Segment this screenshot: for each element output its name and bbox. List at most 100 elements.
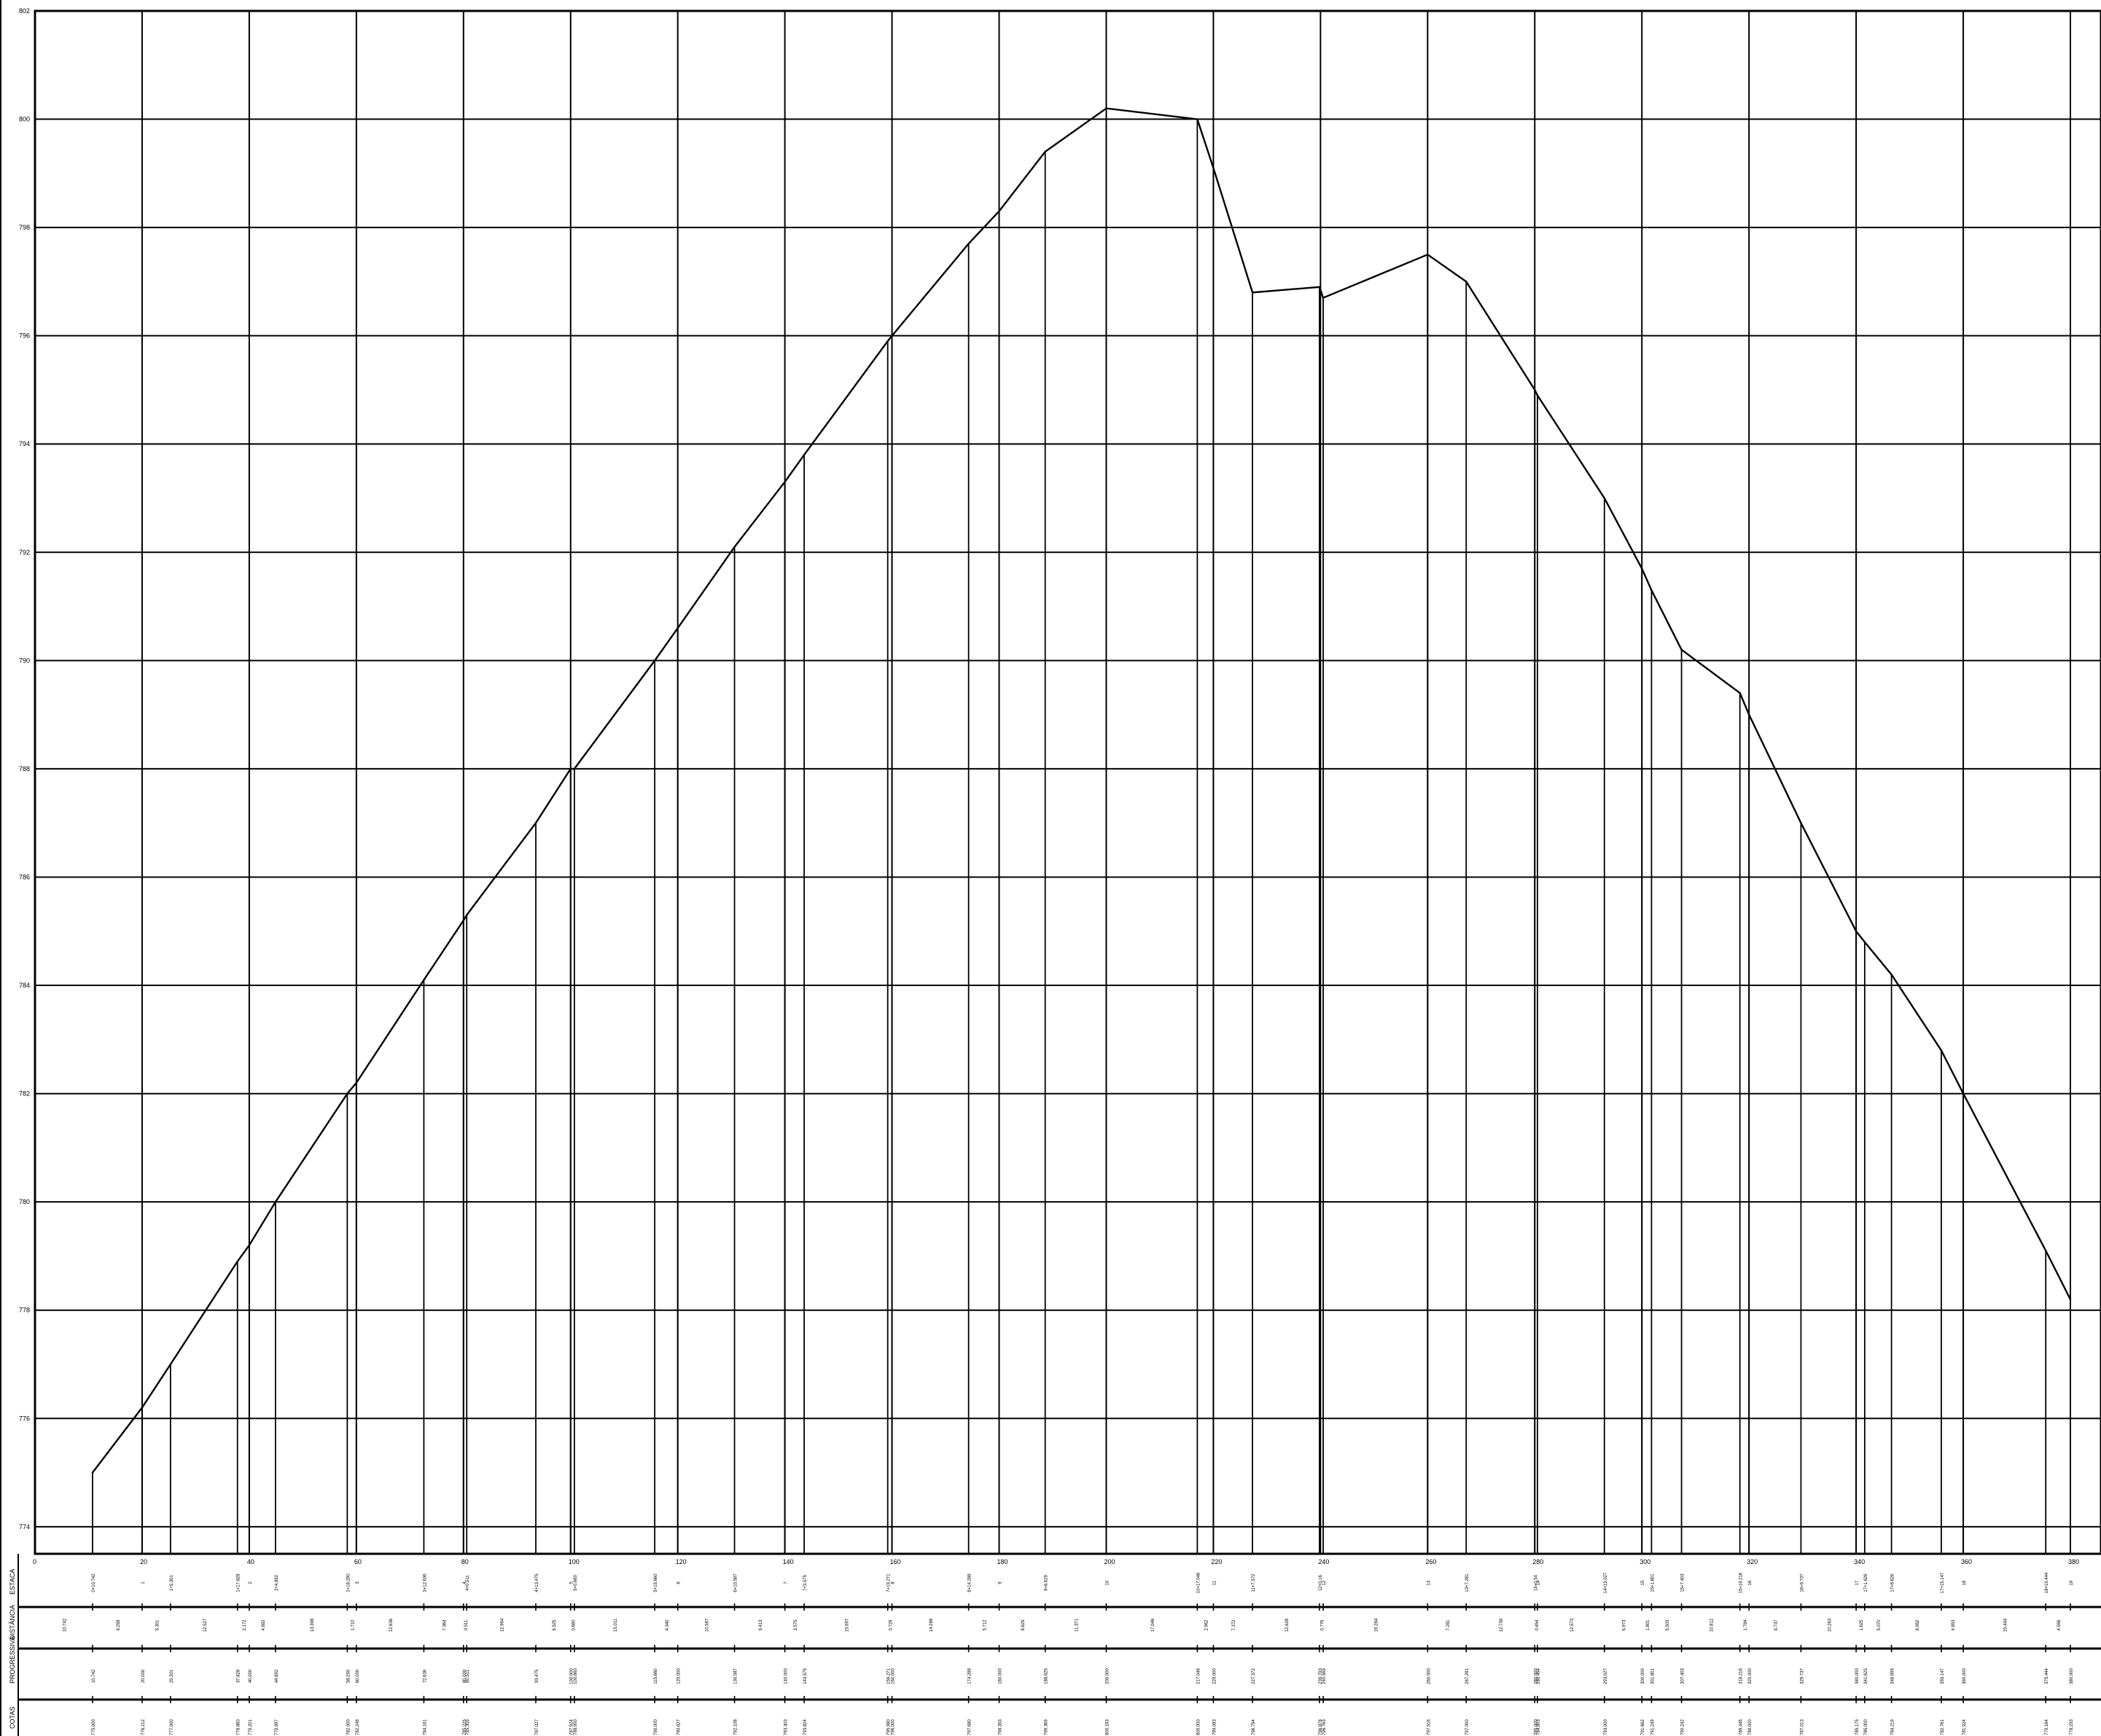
y-tick-label: 802	[19, 7, 30, 15]
distancia-cell: 6.525	[553, 1619, 557, 1631]
estaca-cell: 8+14.288	[968, 1573, 972, 1592]
y-tick-label: 800	[19, 116, 30, 123]
data-point	[653, 660, 656, 662]
cotas-cell: 776.212	[141, 1719, 146, 1735]
estaca-cell: 8	[892, 1581, 896, 1584]
progressiva-cell: 44.892	[275, 1669, 279, 1683]
estaca-cell: 15+1.801	[1650, 1573, 1655, 1592]
estaca-cell: 17+15.147	[1941, 1572, 1945, 1593]
distancia-cell: 15.444	[2004, 1618, 2008, 1632]
x-tick-label: 140	[783, 1558, 794, 1565]
data-point	[2069, 1298, 2072, 1301]
x-tick-label: 60	[354, 1558, 362, 1565]
estaca-cell: 13	[1427, 1580, 1431, 1585]
cotas-cell: 793.000	[1604, 1719, 1608, 1735]
y-tick-label: 786	[19, 873, 30, 880]
data-point	[1105, 107, 1107, 109]
estaca-cell: 11	[1212, 1580, 1217, 1585]
estaca-cell: 0+10.742	[92, 1573, 96, 1592]
x-tick-label: 160	[890, 1558, 901, 1565]
distancia-cell: 0.776	[1321, 1619, 1325, 1631]
distancia-cell: 12.527	[203, 1618, 208, 1632]
series	[91, 107, 2072, 1474]
distancia-cell: 4.340	[666, 1619, 670, 1631]
distancia-cell: 8.629	[1021, 1619, 1026, 1631]
cotas-cell: 791.249	[1650, 1719, 1655, 1735]
cotas-cell: 792.108	[734, 1719, 738, 1735]
estaca-cell: 17+1.626	[1864, 1573, 1868, 1592]
distancia-cell: 0.454	[1535, 1619, 1540, 1631]
cotas-cell: 796.794	[1252, 1719, 1256, 1735]
x-tick-label: 180	[997, 1558, 1008, 1565]
cotas-cell: 787.027	[535, 1719, 539, 1735]
distancia-cell: 6.973	[1623, 1619, 1627, 1631]
grid	[34, 10, 2101, 1554]
cotas-cell: 790.242	[1681, 1719, 1685, 1735]
estaca-cell: 4	[463, 1581, 467, 1584]
data-point	[236, 1260, 238, 1263]
progressiva-cell: 220.000	[1212, 1668, 1217, 1684]
data-point	[1739, 692, 1741, 695]
progressiva-cell: 20.000	[141, 1669, 146, 1683]
cotas-cell: 779.164	[2045, 1719, 2049, 1735]
cotas-cell: 800.163	[1106, 1719, 1110, 1735]
progressiva-cell: 58.290	[346, 1669, 351, 1683]
progressiva-cell: 217.046	[1196, 1668, 1201, 1684]
cotas-cell: 799.083	[1212, 1719, 1217, 1735]
distancia-cell: 9.413	[759, 1619, 763, 1631]
data-point	[462, 919, 464, 922]
data-point	[2045, 1249, 2047, 1252]
data-point	[1536, 394, 1539, 396]
data-point	[998, 210, 1000, 213]
cotas-cell: 782.248	[356, 1719, 360, 1735]
cotas-cell: 796.878	[1319, 1719, 1323, 1735]
progressiva-cell: 320.000	[1748, 1668, 1753, 1684]
estaca-cell: 17+6.626	[1891, 1573, 1895, 1592]
table-row-label: COTAS	[9, 1707, 16, 1729]
cotas-cell: 785.225	[463, 1719, 467, 1735]
table-row-label: ESTACA	[9, 1569, 16, 1595]
data-point	[169, 1363, 172, 1366]
cotas-cell: 779.201	[249, 1719, 253, 1735]
data-point	[1680, 649, 1683, 651]
y-tick-label: 796	[19, 332, 30, 340]
x-tick-label: 80	[461, 1558, 469, 1565]
distancia-cell: 10.742	[63, 1618, 68, 1632]
cotas-cell: 784.219	[1891, 1719, 1895, 1735]
data-point	[534, 822, 537, 824]
y-tick-label: 776	[19, 1415, 30, 1422]
x-tick-label: 300	[1640, 1558, 1650, 1565]
progressiva-cell: 267.281	[1465, 1668, 1470, 1684]
cotas-cell: 790.627	[677, 1719, 682, 1735]
distancia-cell: 1.625	[1860, 1619, 1864, 1631]
estaca-cell: 5	[570, 1581, 574, 1584]
estaca-cell: 15+7.403	[1681, 1573, 1685, 1592]
estaca-cell: 1+17.828	[237, 1573, 241, 1592]
estaca-cell: 12	[1322, 1580, 1327, 1585]
cotas-cell: 784.161	[423, 1719, 427, 1735]
cotas-cell: 779.997	[275, 1719, 279, 1735]
progressiva-cell: 293.027	[1604, 1668, 1608, 1684]
estaca-cell: 19	[2070, 1580, 2074, 1585]
cotas-cell: 787.013	[1800, 1719, 1804, 1735]
distancia-cell: 0.729	[889, 1619, 894, 1631]
x-tick-label: 280	[1532, 1558, 1543, 1565]
distancia-cell: 1.801	[1646, 1619, 1650, 1631]
estaca-cell: 4+13.475	[535, 1573, 539, 1592]
cotas-cell: 778.860	[237, 1719, 241, 1735]
estaca-cell: 2	[249, 1581, 253, 1584]
cotas-cell: 781.924	[1962, 1719, 1967, 1735]
data-point	[1427, 254, 1429, 256]
x-tick-label: 360	[1961, 1558, 1972, 1565]
distancia-cell: 9.258	[117, 1619, 121, 1631]
progressiva-cell: 375.444	[2045, 1668, 2049, 1684]
progressiva-cell: 346.695	[1891, 1668, 1895, 1684]
data-point	[423, 979, 425, 981]
cotas-cell: 795.980	[887, 1719, 892, 1735]
progressiva-cell: 188.629	[1045, 1668, 1049, 1684]
cotas-cell: 800.000	[1196, 1719, 1201, 1735]
progressiva-cell: 40.000	[249, 1669, 253, 1683]
estaca-cell: 3+12.636	[423, 1573, 427, 1592]
estaca-cell: 3	[356, 1581, 360, 1584]
progressiva-cell: 280.000	[1534, 1668, 1538, 1684]
